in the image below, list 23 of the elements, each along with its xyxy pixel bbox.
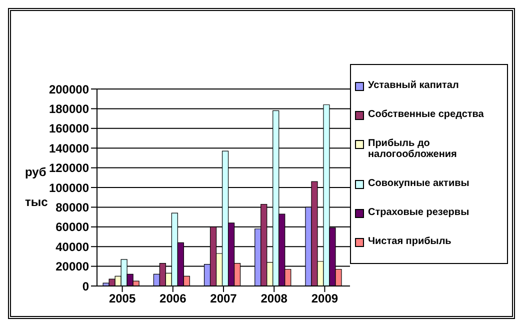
x-tick-label: 2009 xyxy=(311,292,338,306)
y-tick-label: 120000 xyxy=(48,161,90,176)
y-tick-label: 140000 xyxy=(48,141,90,156)
text: руб тыс xyxy=(25,165,48,209)
y-tick-label: 60000 xyxy=(56,220,90,234)
y-tick-label: 40000 xyxy=(56,240,90,254)
y-tick-label: 160000 xyxy=(48,122,90,136)
legend-label: Страховые резервы xyxy=(368,207,470,218)
legend-label: Собственные средства xyxy=(368,108,484,120)
y-tick-label: 20000 xyxy=(56,260,90,274)
y-tick-label: 100000 xyxy=(48,180,90,195)
legend-label: Прибыль до налогообложения xyxy=(368,138,458,160)
x-tick-label: 2008 xyxy=(260,292,288,306)
legend-label: Чистая прибыль xyxy=(368,236,452,248)
y-tick-label: 0 xyxy=(82,279,90,294)
y-tick-label: 180000 xyxy=(48,102,90,116)
legend-label: Уставный капитал xyxy=(368,80,459,91)
x-tick-label: 2005 xyxy=(108,292,136,306)
y-tick-label: 80000 xyxy=(56,200,90,214)
x-tick-label: 2006 xyxy=(160,292,187,306)
x-tick-label: 2007 xyxy=(210,292,238,306)
y-tick-label: 200000 xyxy=(48,82,90,96)
legend-label: Совокупные активы xyxy=(368,178,470,190)
